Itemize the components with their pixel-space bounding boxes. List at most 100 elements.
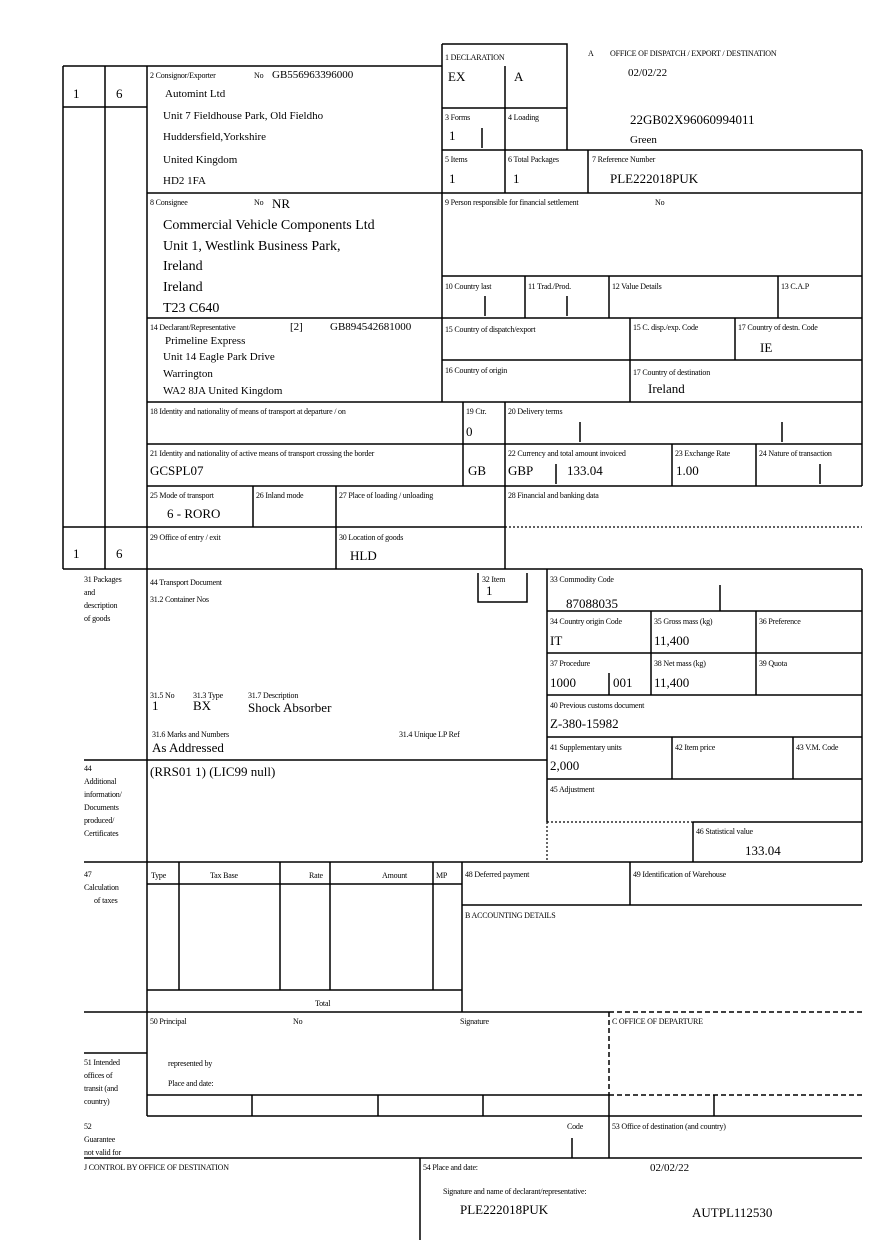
header-date: 02/02/22: [628, 67, 668, 79]
tax-total-label: Total: [315, 999, 331, 1008]
consignee-line: Ireland: [163, 259, 203, 274]
consignee-line: Ireland: [163, 280, 203, 295]
consignor-line: Unit 7 Fieldhouse Park, Old Fieldho: [163, 110, 324, 122]
box17-label: 17 Country of destination: [633, 368, 710, 377]
box50-signature-label: Signature: [460, 1017, 489, 1026]
item-number: 1: [486, 583, 493, 598]
box24-label: 24 Nature of transaction: [759, 449, 832, 458]
box12-label: 12 Value Details: [612, 282, 662, 291]
box52-side-label: Guarantee: [84, 1135, 116, 1144]
box51-side-label: transit (and: [84, 1084, 118, 1093]
boxC-label: C OFFICE OF DEPARTURE: [612, 1017, 703, 1026]
box36-label: 36 Preference: [759, 617, 801, 626]
box52-code-label: Code: [567, 1122, 584, 1131]
forms-value: 1: [449, 128, 456, 143]
tax-column-header: Rate: [309, 871, 323, 880]
box50-label: 50 Principal: [150, 1017, 187, 1026]
box51-side-label: offices of: [84, 1071, 113, 1080]
box11-label: 11 Trad./Prod.: [528, 282, 571, 291]
statistical-value: 133.04: [745, 843, 781, 858]
consignor-line: United Kingdom: [163, 154, 238, 166]
exchange-rate: 1.00: [676, 463, 699, 478]
office-title: OFFICE OF DISPATCH / EXPORT / DESTINATIO…: [610, 49, 777, 58]
box40-label: 40 Previous customs document: [550, 701, 645, 710]
box31-side-label: and: [84, 588, 95, 597]
box39-label: 39 Quota: [759, 659, 787, 668]
box52-side-label: 52: [84, 1122, 92, 1131]
declarant-no: GB894542681000: [330, 321, 412, 333]
box16-label: 16 Country of origin: [445, 366, 507, 375]
box15c-label: 15 C. disp./exp. Code: [633, 323, 699, 332]
copy-number: 1: [73, 546, 80, 561]
box45-label: 45 Adjustment: [550, 785, 595, 794]
box33-label: 33 Commodity Code: [550, 575, 614, 584]
items-value: 1: [449, 171, 456, 186]
currency: GBP: [508, 463, 534, 478]
box47-side-label: of taxes: [94, 896, 118, 905]
box19-label: 19 Ctr.: [466, 407, 487, 416]
pkg-no-label: 31.5 No: [150, 691, 175, 700]
tax-column-header: Amount: [382, 871, 408, 880]
box18-label: 18 Identity and nationality of means of …: [150, 407, 346, 416]
box49-label: 49 Identification of Warehouse: [633, 870, 726, 879]
gross-mass: 11,400: [654, 633, 690, 648]
pkg-no: 1: [152, 698, 159, 713]
declarant-line: Warrington: [163, 368, 213, 380]
consignee-line: Commercial Vehicle Components Ltd: [163, 218, 375, 233]
box32-label: 32 Item: [482, 575, 506, 584]
box27-label: 27 Place of loading / unloading: [339, 491, 434, 500]
box43-label: 43 V.M. Code: [796, 743, 839, 752]
boxJ-label: J CONTROL BY OFFICE OF DESTINATION: [84, 1163, 229, 1172]
declarant-line: Unit 14 Eagle Park Drive: [163, 351, 275, 363]
transport-nationality: GB: [468, 463, 487, 478]
box31-side-label: description: [84, 601, 118, 610]
box5-label: 5 Items: [445, 155, 468, 164]
goods-description: Shock Absorber: [248, 700, 332, 715]
supplementary-units: 2,000: [550, 758, 580, 773]
declarant-status: [2]: [290, 321, 303, 333]
tax-column-header: MP: [436, 871, 448, 880]
container-nos-label: 31.2 Container Nos: [150, 595, 209, 604]
box37-label: 37 Procedure: [550, 659, 591, 668]
box48-label: 48 Deferred payment: [465, 870, 530, 879]
box44-side-label: Documents: [84, 803, 119, 812]
declaration-subtype: A: [514, 69, 524, 84]
box2-no-label: No: [254, 71, 264, 80]
box15-label: 15 Country of dispatch/export: [445, 325, 536, 334]
declaration-type: EX: [448, 69, 466, 84]
box30-label: 30 Location of goods: [339, 533, 404, 542]
declarant-line: WA2 8JA United Kingdom: [163, 385, 283, 397]
goods-location: HLD: [350, 548, 377, 563]
box17code-label: 17 Country of destn. Code: [738, 323, 818, 332]
procedure-code: 1000: [550, 675, 576, 690]
consignee-line: T23 C640: [163, 301, 220, 316]
reference-value: PLE222018PUK: [610, 171, 699, 186]
box44-side-label: 44: [84, 764, 92, 773]
represented-by-label: represented by: [168, 1059, 213, 1068]
previous-document: Z-380-15982: [550, 716, 619, 731]
box23-label: 23 Exchange Rate: [675, 449, 730, 458]
box50-no-label: No: [293, 1017, 303, 1026]
box14-label: 14 Declarant/Representative: [150, 323, 236, 332]
copy-number: 1: [73, 86, 80, 101]
box1-label: 1 DECLARATION: [445, 53, 505, 62]
box52-side-label: not valid for: [84, 1148, 121, 1157]
box10-label: 10 Country last: [445, 282, 492, 291]
tax-column-header: Type: [151, 871, 167, 880]
marks-value: As Addressed: [152, 740, 224, 755]
box2-label: 2 Consignor/Exporter: [150, 71, 216, 80]
lp-ref-label: 31.4 Unique LP Ref: [399, 730, 460, 739]
box51-side-label: country): [84, 1097, 110, 1106]
box54-signature-label: Signature and name of declarant/represen…: [443, 1187, 587, 1196]
route: Green: [630, 134, 657, 146]
box47-side-label: 47: [84, 870, 92, 879]
consignor-line: Automint Ltd: [165, 88, 226, 100]
box44-side-label: Additional: [84, 777, 117, 786]
mrn: 22GB02X96060994011: [630, 112, 755, 127]
box13-label: 13 C.A.P: [781, 282, 809, 291]
box54-label: 54 Place and date:: [423, 1163, 478, 1172]
box7-label: 7 Reference Number: [592, 155, 656, 164]
description-label: 31.7 Description: [248, 691, 299, 700]
copy-number: 6: [116, 86, 123, 101]
